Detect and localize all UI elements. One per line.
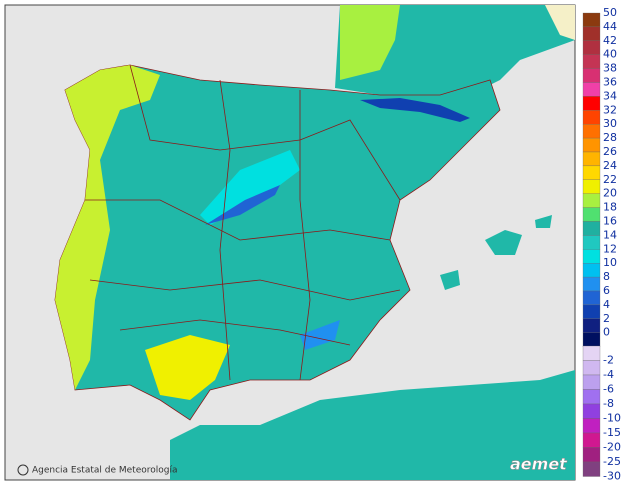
logo: aemet [510, 455, 568, 474]
legend-label: -25 [603, 455, 621, 468]
legend-swatch [582, 276, 601, 292]
legend-label: -30 [603, 470, 621, 483]
legend-label: 30 [603, 117, 617, 130]
legend-label: 38 [603, 62, 617, 75]
legend-swatch [582, 40, 601, 55]
legend-swatch [582, 345, 601, 361]
legend-swatch [582, 403, 601, 419]
legend-swatch [582, 360, 601, 376]
africa [170, 370, 575, 480]
legend-swatch [582, 82, 601, 97]
legend-label: -4 [603, 368, 614, 381]
legend-label: 20 [603, 187, 617, 200]
legend-label: 4 [603, 298, 610, 311]
pyrenees [360, 98, 470, 122]
legend-label: 12 [603, 242, 617, 255]
legend-swatch [582, 12, 601, 28]
credit-icon [17, 464, 29, 476]
legend-label: 24 [603, 159, 617, 172]
legend-swatch [582, 332, 601, 347]
legend-label: 0 [603, 326, 610, 339]
legend-swatch [582, 221, 601, 236]
legend-swatch [582, 26, 601, 41]
credit: Agencia Estatal de Meteorología [32, 466, 178, 476]
legend-label: 2 [603, 312, 610, 325]
legend-swatch [582, 207, 601, 222]
legend-swatch [582, 418, 601, 434]
legend-label: -2 [603, 354, 614, 367]
legend-swatch [582, 374, 601, 390]
legend-label: -6 [603, 383, 614, 396]
legend-swatch [582, 193, 601, 208]
legend-swatch [582, 68, 601, 83]
legend-swatch [582, 432, 601, 448]
legend-swatch [582, 290, 601, 306]
legend-swatch [582, 110, 601, 125]
legend-swatch [582, 124, 601, 139]
legend-label: 8 [603, 270, 610, 283]
legend-label: -15 [603, 426, 621, 439]
legend-label: 10 [603, 256, 617, 269]
legend-label: -20 [603, 441, 621, 454]
legend-label: 42 [603, 34, 617, 47]
legend-swatch [582, 165, 601, 180]
legend-label: 26 [603, 145, 617, 158]
legend-label: 32 [603, 103, 617, 116]
province-borders [85, 64, 401, 381]
legend-label: -8 [603, 397, 614, 410]
legend-swatch [582, 151, 601, 167]
legend-swatch [582, 54, 601, 69]
central-cool [200, 150, 300, 225]
legend-label: -10 [603, 412, 621, 425]
legend-swatch [582, 447, 601, 463]
legend-label: 18 [603, 201, 617, 214]
legend: 5044424038363432302826242220181614121086… [582, 6, 621, 483]
legend-swatch [582, 249, 601, 264]
legend-swatch [582, 137, 601, 153]
legend-label: 50 [603, 6, 617, 19]
legend-label: 14 [603, 228, 617, 241]
mallorca [485, 230, 522, 255]
legend-swatch [582, 461, 601, 477]
guadalquivir-warm [145, 335, 230, 400]
legend-swatch [582, 179, 601, 194]
france-warm [340, 5, 400, 80]
legend-label: 6 [603, 284, 610, 297]
legend-label: 22 [603, 173, 617, 186]
ibiza [440, 270, 460, 290]
legend-label: 16 [603, 215, 617, 228]
border-area [545, 5, 575, 40]
legend-swatch [582, 263, 601, 278]
west-coast-warm [55, 65, 160, 390]
sierra-nevada [300, 320, 340, 350]
legend-label: 28 [603, 131, 617, 144]
legend-label: 44 [603, 20, 617, 33]
legend-label: 40 [603, 48, 617, 61]
legend-swatch [582, 235, 601, 250]
legend-swatch [582, 304, 601, 319]
menorca [535, 215, 552, 228]
legend-swatch [582, 96, 601, 111]
legend-swatch [582, 318, 601, 333]
legend-label: 34 [603, 89, 617, 102]
legend-label: 36 [603, 76, 617, 89]
legend-swatch [582, 389, 601, 405]
